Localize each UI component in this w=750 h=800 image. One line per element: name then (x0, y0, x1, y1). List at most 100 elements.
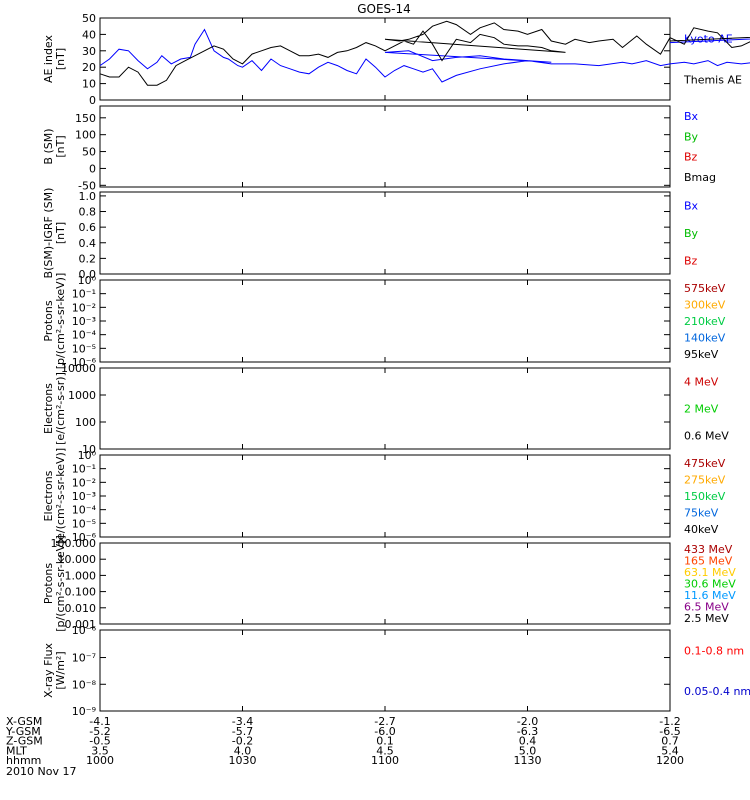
panel-5-frame (99, 367, 671, 450)
ephemeris-value: -2.7 (374, 715, 395, 728)
chart-title: GOES-14 (357, 2, 411, 16)
panel-2-legend-by: By (684, 130, 699, 143)
panel-3-legend-by: By (684, 227, 699, 240)
panel-2-ytick-label: 0 (89, 162, 96, 175)
panel-8-frame (99, 629, 671, 712)
panel-3-ytick-label: 1.0 (79, 190, 97, 203)
panel-6-legend-40kev: 40keV (684, 523, 719, 536)
panel-3-yunit: [nT] (54, 222, 67, 244)
ephemeris-value: -0.2 (232, 735, 253, 748)
panel-8-ytick-label: 10⁻⁸ (72, 678, 97, 691)
panel-7-legend-6-5-mev: 6.5 MeV (684, 601, 729, 614)
panel-1-legend-themis-ae: Themis AE (683, 74, 742, 87)
panel-7-legend-165-mev: 165 MeV (684, 554, 733, 567)
panel-2-frame (99, 105, 671, 188)
panel-2-ytick-label: 50 (82, 146, 96, 159)
panel-2-legend-bz: Bz (684, 151, 698, 164)
ephemeris-value: 4.5 (376, 744, 394, 757)
panel-7-ytick-label: 0.010 (65, 602, 97, 615)
panel-3-ytick-label: 0.8 (79, 206, 97, 219)
panel-1-ytick-label: 50 (82, 12, 96, 25)
panel-7-legend-2-5-mev: 2.5 MeV (684, 612, 729, 625)
panel-4-ylabel: Protons (42, 300, 55, 341)
panel-4-ytick-label: 10⁻² (72, 301, 96, 314)
ephemeris-label-y-gsm: Y-GSM (5, 725, 41, 738)
ephemeris-label-mlt: MLT (6, 744, 27, 757)
panel-2-ytick-label: 150 (75, 112, 96, 125)
panel-4-ytick-label: 10⁻⁶ (72, 356, 97, 369)
panel-2-ytick-label: 100 (75, 129, 96, 142)
panel-4-ytick-label: 10⁰ (78, 274, 97, 287)
panel-1-ytick-label: 20 (82, 61, 96, 74)
panel-2-ylabel: B (SM) (42, 128, 55, 164)
series-line-themis-ae (99, 20, 750, 86)
panel-2-legend-bmag: Bmag (684, 171, 716, 184)
panel-8-ylabel: X-ray Flux (42, 642, 55, 698)
panel-8-legend-0-1-0-8-nm: 0.1-0.8 nm (684, 644, 744, 657)
panel-7-ytick-label: 0.100 (65, 586, 97, 599)
panel-8-ytick-label: 10⁻⁹ (72, 705, 96, 718)
panel-6-ytick-label: 10⁻⁴ (72, 504, 97, 517)
ephemeris-value: 0.1 (376, 735, 394, 748)
panel-7-yunit: [p/(cm²-s-sr-keV)] (54, 535, 67, 632)
panel-7-legend-11-6-mev: 11.6 MeV (684, 589, 736, 602)
ephemeris-value: 1200 (656, 754, 684, 767)
panel-8-ytick-label: 10⁻⁷ (72, 652, 96, 665)
panel-5-yunit: [e/(cm²-s-sr)] (54, 372, 67, 445)
panel-6-legend-475kev: 475keV (684, 457, 726, 470)
ephemeris-value: 5.4 (661, 744, 679, 757)
panel-3-ylabel: B(SM)-IGRF (SM) (42, 188, 55, 279)
panel-1-ytick-label: 30 (82, 45, 96, 58)
ephemeris-value: -4.1 (89, 715, 110, 728)
panel-3-ytick-label: 0.0 (79, 268, 97, 281)
panel-1-ytick-label: 40 (82, 28, 96, 41)
date-label: 2010 Nov 17 (6, 765, 76, 778)
panel-5-ytick-label: 1000 (68, 389, 96, 402)
ephemeris-value: -6.5 (659, 725, 680, 738)
panel-4-yunit: [p/(cm²-s-sr-keV)] (54, 273, 67, 370)
ephemeris-value: -0.5 (89, 735, 110, 748)
panel-1-ytick-label: 10 (82, 78, 96, 91)
panel-4-legend-210kev: 210keV (684, 315, 726, 328)
ephemeris-value: 1030 (229, 754, 257, 767)
panel-4-legend-575kev: 575keV (684, 282, 726, 295)
ephemeris-value: -2.0 (517, 715, 538, 728)
panel-7-ylabel: Protons (42, 563, 55, 604)
ephemeris-value: 1000 (86, 754, 114, 767)
panel-5-legend-4-mev: 4 MeV (684, 376, 719, 389)
panel-5-ylabel: Electrons (42, 383, 55, 434)
ephemeris-value: 1100 (371, 754, 399, 767)
panel-3-ytick-label: 0.4 (79, 237, 97, 250)
panel-8-yunit: [W/m²] (54, 651, 67, 689)
ephemeris-value: 3.5 (91, 744, 109, 757)
panel-1-ylabel: AE index (42, 34, 55, 83)
panel-1-frame (99, 17, 671, 101)
panel-5-legend-2-mev: 2 MeV (684, 403, 719, 416)
panel-4-frame (99, 279, 671, 363)
panel-7-frame (99, 542, 671, 625)
ephemeris-value: 5.0 (519, 744, 537, 757)
panel-6-ytick-label: 10⁻⁶ (72, 531, 97, 544)
ephemeris-value: -3.4 (232, 715, 253, 728)
panel-3-legend-bx: Bx (684, 200, 699, 213)
panel-7-ytick-label: 0.001 (65, 618, 97, 631)
panel-1-yunit: [nT] (54, 48, 67, 70)
panel-2-yunit: [nT] (54, 135, 67, 157)
ephemeris-value: -6.0 (374, 725, 395, 738)
panel-3-ytick-label: 0.6 (79, 221, 97, 234)
panel-2-ytick-label: -50 (78, 179, 96, 192)
panel-6-ylabel: Electrons (42, 470, 55, 521)
ephemeris-label-x-gsm: X-GSM (6, 715, 42, 728)
ephemeris-label-z-gsm: Z-GSM (6, 735, 43, 748)
panel-6-ytick-label: 10⁰ (78, 449, 97, 462)
panel-4-ytick-label: 10⁻⁴ (72, 329, 97, 342)
panel-7-ytick-label: 1.000 (65, 569, 97, 582)
panel-6-legend-75kev: 75keV (684, 506, 719, 519)
panel-3-ytick-label: 0.2 (79, 252, 97, 265)
panel-6-frame (99, 454, 671, 538)
panel-3-legend-bz: Bz (684, 254, 698, 267)
panel-8-ytick-label: 10⁻⁶ (72, 624, 97, 637)
panel-6-ytick-label: 10⁻¹ (72, 463, 96, 476)
panel-7-ytick-label: 100.000 (51, 537, 97, 550)
